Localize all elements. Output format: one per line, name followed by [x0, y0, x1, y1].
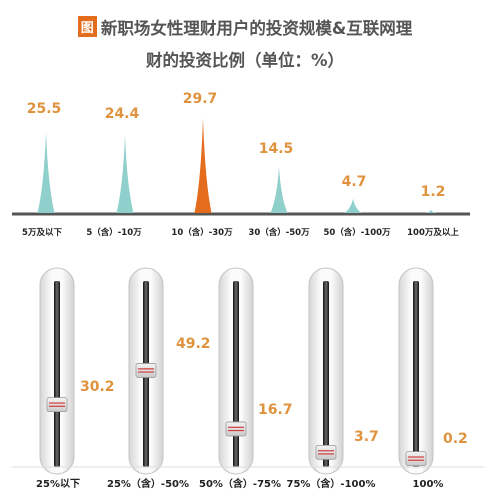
peak-category-label: 50（含）-100万: [323, 227, 391, 238]
slider-value-label: 16.7: [258, 402, 293, 418]
slider-knob: [46, 397, 68, 413]
peak-mark: [116, 135, 134, 213]
slider-knob: [135, 363, 157, 378]
peak-category-label: 5万及以下: [22, 228, 62, 238]
peak-category-label: 100万及以上: [407, 227, 459, 238]
slider-value-label: 49.2: [176, 336, 211, 352]
slider-category-label: 25%（含）-50%: [107, 477, 189, 490]
peak-mark: [425, 210, 437, 213]
slider-category-label: 100%: [413, 479, 444, 490]
peak-category-label: 5（含）-10万: [86, 227, 142, 238]
slider-chart: 30.2 25%以下 49.2 25%（含）-50% 16.7 50%（含）-75% 3.7…: [12, 267, 484, 490]
slider-category-label: 75%（含）-100%: [287, 477, 376, 490]
peak-mark: [344, 198, 362, 213]
peak-value-label: 1.2: [421, 184, 446, 200]
title-text-1: 新职场女性理财用户的投资规模&互联网理: [100, 19, 413, 38]
peak-value-label: 25.5: [27, 101, 62, 117]
slider-track: [323, 281, 329, 467]
peak-mark: [270, 167, 288, 213]
slider-category-label: 50%（含）-75%: [199, 477, 281, 490]
slider-knob: [405, 451, 427, 467]
slider-value-label: 3.7: [354, 429, 379, 445]
title-badge: 图: [77, 16, 97, 37]
slider-track: [413, 281, 419, 467]
title-line-1: 图新职场女性理财用户的投资规模&互联网理: [0, 15, 490, 39]
peak-mark: [37, 131, 55, 213]
peak-category-label: 30（含）-50万: [248, 227, 310, 238]
peak-mark: [194, 118, 212, 213]
peak-value-label: 14.5: [259, 141, 294, 157]
slider-value-label: 30.2: [80, 379, 115, 395]
peak-value-label: 4.7: [342, 174, 367, 190]
peak-value-label: 29.7: [183, 91, 218, 107]
slider-track: [54, 281, 60, 467]
chart-title: 图新职场女性理财用户的投资规模&互联网理 财的投资比例（单位：%）: [0, 0, 490, 80]
slider-knob: [315, 444, 337, 460]
slider-value-label: 0.2: [443, 431, 468, 447]
slider-track: [233, 281, 239, 467]
slider-category-label: 25%以下: [36, 478, 80, 490]
peak-chart: 25.5 5万及以下 24.4 5（含）-10万 29.7 10（含）-30万 14.5 30…: [12, 91, 470, 238]
slider-knob: [225, 421, 247, 437]
peak-value-label: 24.4: [105, 106, 140, 122]
title-line-2: 财的投资比例（单位：%）: [145, 51, 345, 70]
peak-category-label: 10（含）-30万: [171, 227, 233, 238]
